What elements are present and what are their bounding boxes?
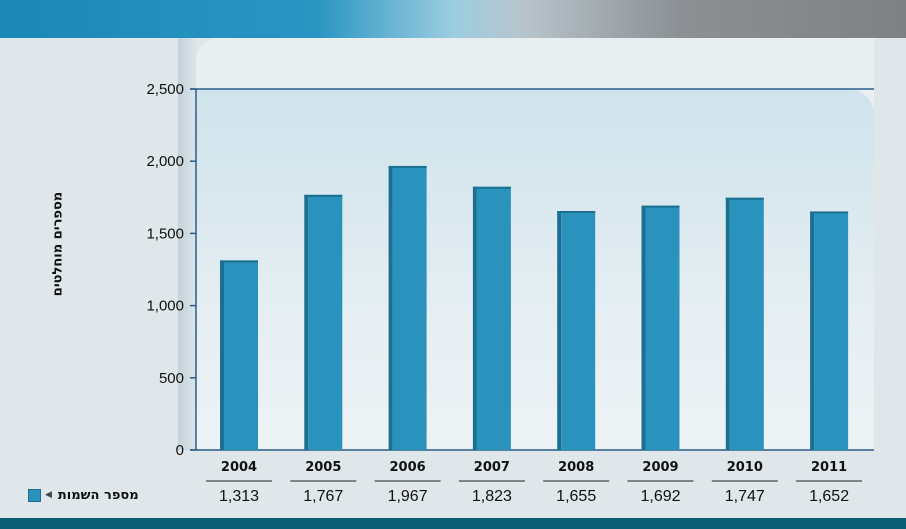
legend: מספר השמות ◀ (28, 486, 139, 504)
data-label: 1,967 (388, 488, 428, 505)
data-label: 1,652 (809, 488, 849, 505)
y-tick-label: 2,500 (146, 81, 184, 98)
bar (304, 194, 343, 450)
x-tick-label: 2010 (727, 460, 763, 475)
bar (472, 186, 511, 451)
panel-side-strip (178, 38, 196, 450)
data-label: 1,692 (640, 488, 680, 505)
data-label: 1,313 (219, 488, 259, 505)
legend-arrow-icon: ◀ (45, 490, 52, 500)
bar (725, 197, 764, 450)
data-label: 1,747 (725, 488, 765, 505)
y-tick-label: 1,000 (146, 298, 184, 315)
legend-swatch (28, 488, 41, 502)
x-tick-label: 2005 (305, 460, 341, 475)
bar (641, 205, 680, 450)
x-tick-label: 2008 (558, 460, 594, 475)
legend-series-label: מספר השמות (57, 487, 139, 503)
x-tick-label: 2006 (390, 460, 426, 475)
y-tick-label: 500 (159, 370, 184, 387)
y-tick-label: 1,500 (146, 225, 184, 242)
x-tick-label: 2007 (474, 460, 510, 475)
bar (388, 165, 427, 450)
y-axis-label-text: מספרים מוחלטים (50, 191, 66, 297)
data-label: 1,655 (556, 488, 596, 505)
x-tick-label: 2004 (221, 460, 257, 475)
bar (220, 260, 258, 450)
bar (557, 211, 596, 450)
y-tick-label: 0 (176, 442, 184, 459)
bar (810, 211, 849, 450)
data-label: 1,823 (472, 488, 512, 505)
footer-bar (0, 518, 906, 529)
x-tick-label: 2011 (811, 460, 847, 475)
x-tick-label: 2009 (642, 460, 678, 475)
header-gradient-bar (0, 0, 906, 38)
data-label: 1,767 (303, 488, 343, 505)
y-tick-label: 2,000 (146, 153, 184, 170)
